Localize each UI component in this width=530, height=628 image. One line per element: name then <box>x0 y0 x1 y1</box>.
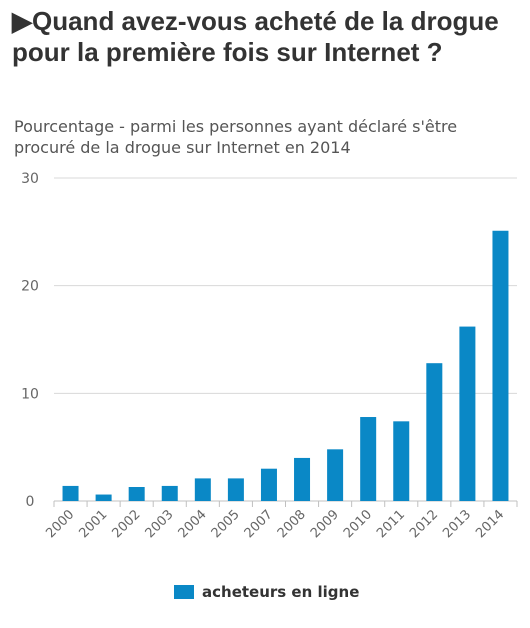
x-tick-label: 2014 <box>473 507 507 541</box>
bar-2001[interactable] <box>95 494 112 501</box>
x-tick-label: 2005 <box>209 507 243 541</box>
bar-chart: 0 10 20 30 2000 2001 2002 2003 2004 2005 2007 2008… <box>21 171 518 541</box>
bar-2003[interactable] <box>161 485 178 501</box>
bar-2010[interactable] <box>360 417 377 501</box>
bar-2011[interactable] <box>393 421 410 501</box>
bars <box>62 230 509 502</box>
y-tick-label: 20 <box>21 279 39 295</box>
bar-2007[interactable] <box>260 468 277 501</box>
bar-2013[interactable] <box>459 326 476 501</box>
legend[interactable]: acheteurs en ligne <box>174 583 359 601</box>
x-tick-label: 2007 <box>242 507 276 541</box>
legend-label: acheteurs en ligne <box>202 583 360 601</box>
bar-2009[interactable] <box>327 449 344 501</box>
x-tick-label: 2009 <box>308 507 342 541</box>
x-tick-label: 2012 <box>407 507 441 541</box>
y-tick-label: 30 <box>21 171 39 187</box>
bar-2000[interactable] <box>62 485 79 501</box>
x-tick-label: 2008 <box>275 507 309 541</box>
x-tick-label: 2011 <box>374 507 408 541</box>
x-tick-label: 2001 <box>76 507 110 541</box>
bar-2014[interactable] <box>492 230 509 502</box>
x-tick-label: 2004 <box>176 507 210 541</box>
x-tick-label: 2003 <box>143 507 177 541</box>
bar-2008[interactable] <box>294 457 311 501</box>
x-tick-label: 2013 <box>440 507 474 541</box>
bar-2002[interactable] <box>128 487 145 501</box>
bar-2004[interactable] <box>194 478 211 501</box>
legend-swatch <box>174 585 194 599</box>
chart-title: ▶Quand avez-vous acheté de la drogue pou… <box>12 6 499 67</box>
bar-2012[interactable] <box>426 363 443 501</box>
bar-2005[interactable] <box>227 478 244 501</box>
x-axis-ticks: 2000 2001 2002 2003 2004 2005 2007 2008 2009 2010… <box>43 501 518 541</box>
x-tick-label: 2000 <box>43 507 77 541</box>
y-axis-ticks: 0 10 20 30 <box>21 171 39 510</box>
x-tick-label: 2010 <box>341 507 375 541</box>
gridlines <box>54 177 517 502</box>
y-tick-label: 0 <box>26 494 35 510</box>
chart-subtitle: Pourcentage - parmi les personnes ayant … <box>14 117 458 157</box>
y-tick-label: 10 <box>21 386 39 402</box>
x-tick-label: 2002 <box>109 507 143 541</box>
